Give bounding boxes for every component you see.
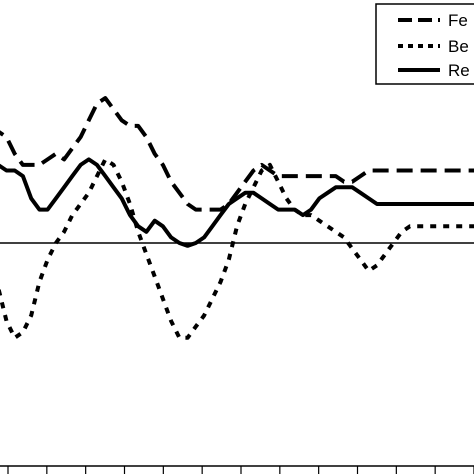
legend-label-re: Re bbox=[448, 61, 470, 80]
series-line-fe bbox=[0, 96, 474, 212]
series-line-be bbox=[0, 157, 474, 340]
series-line-re bbox=[0, 157, 474, 248]
legend-label-be: Be bbox=[448, 37, 469, 56]
legend: Fe Be Re bbox=[375, 3, 474, 85]
series-layer bbox=[0, 96, 474, 340]
legend-label-fe: Fe bbox=[448, 11, 468, 30]
x-axis bbox=[0, 465, 474, 474]
